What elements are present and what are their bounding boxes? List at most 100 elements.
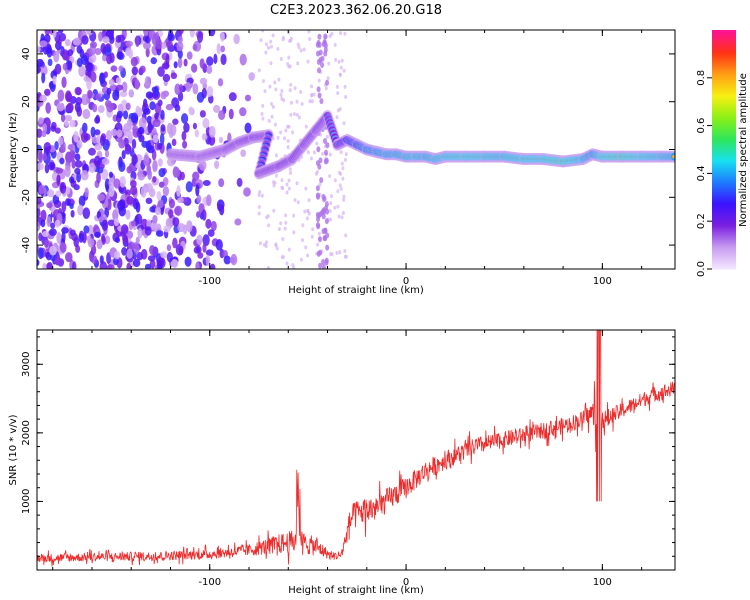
colorbar-band bbox=[712, 251, 736, 254]
noise-cell bbox=[76, 171, 82, 183]
colorbar-band bbox=[712, 45, 736, 49]
colorbar-band bbox=[712, 245, 736, 248]
noise-cell bbox=[135, 201, 141, 213]
colorbar-band bbox=[712, 153, 736, 157]
noise-cell bbox=[292, 230, 296, 235]
noise-cell bbox=[172, 118, 179, 125]
noise-cell bbox=[167, 30, 174, 41]
noise-cell bbox=[287, 186, 291, 191]
noise-cell bbox=[80, 170, 89, 181]
colorbar-band bbox=[712, 43, 736, 47]
noise-cell bbox=[335, 115, 339, 120]
noise-cell bbox=[135, 213, 143, 225]
noise-cell bbox=[65, 252, 73, 263]
noise-cell bbox=[338, 107, 342, 112]
noise-cell bbox=[274, 87, 278, 92]
colorbar-band bbox=[712, 71, 736, 75]
noise-cell bbox=[78, 195, 86, 207]
noise-cell bbox=[54, 255, 61, 266]
ridge-core bbox=[672, 154, 675, 159]
noise-cell bbox=[113, 178, 121, 189]
noise-cell bbox=[62, 63, 68, 71]
noise-cell bbox=[154, 206, 161, 216]
noise-cell bbox=[99, 261, 108, 269]
noise-cell bbox=[199, 110, 206, 118]
noise-cell bbox=[56, 232, 62, 244]
colorbar-band bbox=[712, 183, 736, 186]
noise-cell bbox=[300, 102, 304, 107]
noise-cell bbox=[162, 73, 171, 83]
colorbar-band bbox=[712, 213, 736, 216]
noise-cell bbox=[71, 159, 76, 169]
colorbar-band bbox=[712, 33, 736, 37]
colorbar-band bbox=[712, 201, 736, 204]
noise-cell bbox=[233, 33, 240, 45]
noise-cell bbox=[270, 101, 274, 106]
noise-cell bbox=[330, 252, 334, 257]
noise-cell bbox=[315, 169, 319, 174]
noise-cell bbox=[295, 181, 299, 186]
noise-cell bbox=[228, 92, 237, 102]
noise-cell bbox=[216, 43, 221, 55]
noise-cell bbox=[343, 157, 347, 162]
colorbar-band bbox=[712, 157, 736, 161]
noise-cell bbox=[202, 234, 210, 247]
noise-cell bbox=[121, 81, 128, 93]
noise-cell bbox=[273, 180, 277, 185]
noise-cell bbox=[128, 89, 134, 98]
noise-cell bbox=[258, 241, 262, 246]
noise-cell bbox=[77, 204, 84, 216]
colorbar-band bbox=[712, 53, 736, 57]
colorbar-band bbox=[712, 151, 736, 155]
colorbar-band bbox=[712, 119, 736, 123]
noise-cell bbox=[324, 149, 329, 156]
noise-cell bbox=[102, 36, 110, 43]
colorbar-band bbox=[712, 99, 736, 103]
noise-cell bbox=[64, 39, 71, 47]
noise-cell bbox=[87, 89, 93, 99]
noise-cell bbox=[239, 53, 247, 66]
noise-cell bbox=[93, 155, 101, 168]
noise-cell bbox=[126, 230, 134, 239]
noise-cell bbox=[219, 31, 225, 42]
colorbar-band bbox=[712, 115, 736, 119]
noise-cell bbox=[145, 183, 154, 193]
noise-cell bbox=[56, 174, 61, 186]
colorbar-gradient bbox=[712, 30, 736, 270]
noise-cell bbox=[269, 61, 273, 66]
noise-cell bbox=[174, 206, 181, 216]
noise-cell bbox=[80, 54, 88, 66]
noise-cell bbox=[76, 106, 83, 117]
noise-cell bbox=[154, 112, 159, 120]
noise-cell bbox=[284, 220, 288, 225]
noise-cell bbox=[333, 205, 337, 210]
noise-cell bbox=[48, 228, 57, 236]
noise-cell bbox=[144, 76, 151, 87]
noise-cell bbox=[94, 231, 101, 238]
noise-cell bbox=[159, 132, 165, 145]
noise-cell bbox=[299, 90, 303, 95]
noise-cell bbox=[39, 40, 48, 48]
noise-cell bbox=[83, 225, 90, 234]
noise-cell bbox=[344, 152, 348, 157]
noise-cell bbox=[152, 159, 158, 172]
noise-cell bbox=[184, 256, 192, 267]
noise-cell bbox=[197, 252, 204, 259]
noise-cell bbox=[37, 259, 40, 266]
colorbar-band bbox=[712, 181, 736, 184]
noise-cell bbox=[38, 151, 43, 164]
noise-cell bbox=[323, 227, 328, 234]
colorbar-band bbox=[712, 85, 736, 89]
noise-cell bbox=[107, 219, 116, 227]
snr-panel: -100 0 100 1000 2000 3000 Height of straight … bbox=[8, 329, 676, 596]
noise-cell bbox=[277, 77, 281, 82]
noise-cell bbox=[284, 128, 288, 133]
noise-cell bbox=[68, 176, 75, 184]
noise-cell bbox=[180, 171, 185, 181]
noise-cell bbox=[58, 136, 64, 146]
noise-cell bbox=[206, 56, 214, 67]
noise-cell bbox=[304, 186, 308, 191]
noise-cell bbox=[234, 218, 242, 226]
noise-cell bbox=[58, 30, 64, 34]
noise-cell bbox=[137, 227, 143, 239]
